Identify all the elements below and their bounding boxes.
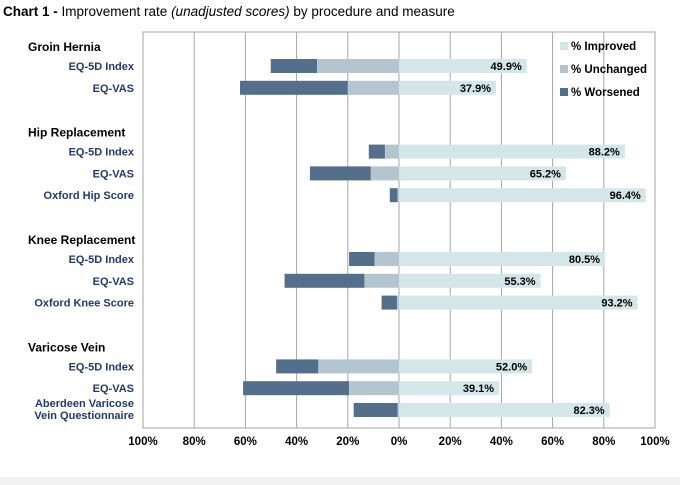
bar-unchanged [347,80,399,95]
bar-worsened [270,59,318,73]
bar-unchanged [374,252,399,266]
x-tick-label: 60% [234,436,257,448]
bar-worsened [276,359,319,374]
bar-worsened [349,252,375,266]
bar-worsened [389,188,398,203]
bar-worsened [353,403,398,417]
chart-title-prefix: Chart 1 - [3,4,58,19]
bar-unchanged [318,359,399,374]
x-tick-label: 0% [391,436,408,448]
bar-worsened [368,144,385,159]
x-tick-label: 100% [128,436,157,448]
data-label-improved: 37.9% [460,83,491,95]
chart-title-text: Improvement rate [57,4,172,19]
bar-unchanged [370,166,399,181]
legend-swatch [560,65,568,73]
row-label: EQ-5D Index [69,254,135,266]
bar-worsened [243,381,350,396]
bar-improved [399,295,638,310]
group-label: Varicose Vein [28,340,105,354]
bar-improved [399,80,497,95]
x-tick-label: 100% [640,436,669,448]
row-label: EQ-VAS [93,83,134,95]
x-tick-label: 60% [541,436,564,448]
footer-strip [0,477,680,485]
legend-swatch [560,88,568,96]
data-label-improved: 80.5% [569,254,600,266]
x-tick-label: 80% [592,436,615,448]
row-label: EQ-VAS [93,276,134,288]
bar-worsened [381,295,397,310]
data-label-improved: 88.2% [589,147,620,159]
bar-improved [399,252,606,266]
row-label: Vein Questionnaire [34,410,134,422]
bar-unchanged [397,188,399,203]
group-label: Hip Replacement [28,126,125,140]
chart-title-suffix: by procedure and measure [289,4,455,19]
group-label: Knee Replacement [28,233,135,247]
bar-unchanged [349,381,399,396]
bar-unchanged [396,295,399,310]
x-tick-label: 80% [183,436,206,448]
bar-worsened [309,166,371,181]
row-label: EQ-VAS [93,383,134,395]
data-label-improved: 55.3% [504,276,535,288]
bar-worsened [284,273,365,288]
bar-improved [399,59,527,73]
legend-label: % Worsened [571,87,640,99]
bar-improved [399,403,610,417]
x-tick-label: 20% [336,436,359,448]
row-label: Aberdeen Varicose [35,398,134,410]
chart-title-italic: (unadjusted scores) [171,4,290,19]
bar-worsened [240,80,348,95]
bar-improved [399,188,646,203]
data-label-improved: 52.0% [496,361,527,373]
bar-unchanged [384,144,399,159]
row-label: EQ-5D Index [69,61,135,73]
legend-label: % Improved [571,41,636,53]
data-label-improved: 93.2% [601,298,632,310]
row-label: EQ-5D Index [69,361,135,373]
row-label: Oxford Knee Score [34,298,134,310]
bar-unchanged [364,273,399,288]
bar-unchanged [317,59,399,73]
chart-title: Chart 1 - Improvement rate (unadjusted s… [3,4,455,19]
x-tick-label: 20% [439,436,462,448]
legend-label: % Unchanged [571,64,647,76]
legend-swatch [560,42,568,50]
data-label-improved: 65.2% [530,168,561,180]
row-label: Oxford Hip Score [44,190,134,202]
x-tick-label: 40% [285,436,308,448]
bar-improved [399,381,500,396]
data-label-improved: 39.1% [463,383,494,395]
data-label-improved: 82.3% [573,405,604,417]
data-label-improved: 96.4% [610,190,641,202]
row-label: EQ-VAS [93,168,134,180]
bar-improved [399,359,533,374]
data-label-improved: 49.9% [491,61,522,73]
bar-improved [399,166,566,181]
bar-improved [399,144,625,159]
bar-unchanged [397,403,399,417]
group-label: Groin Hernia [28,40,101,54]
x-tick-label: 40% [490,436,513,448]
bar-improved [399,273,541,288]
row-label: EQ-5D Index [69,147,135,159]
